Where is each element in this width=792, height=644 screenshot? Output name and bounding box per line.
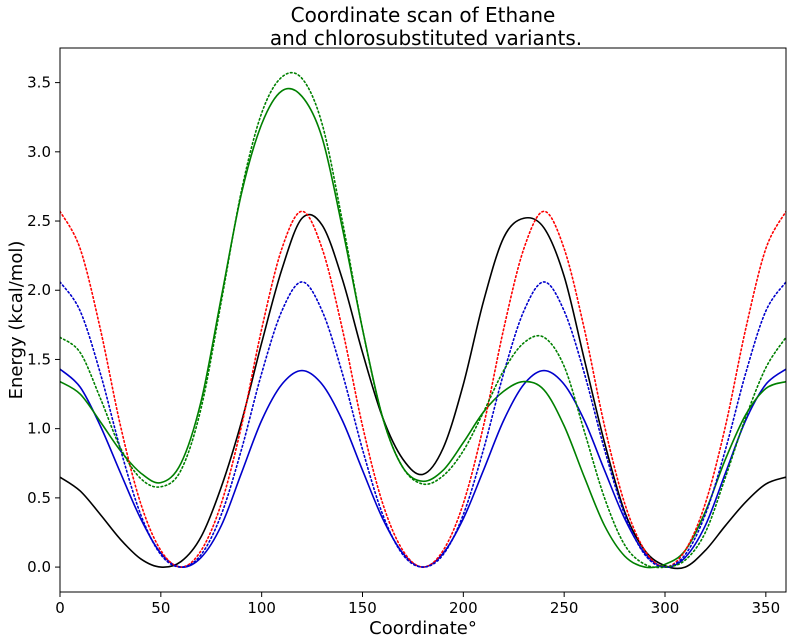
series-line-3 <box>60 87 786 569</box>
x-tick-label: 250 <box>550 599 579 617</box>
series-line-6 <box>60 71 786 569</box>
x-tick-label: 150 <box>348 599 377 617</box>
y-tick-label: 2.5 <box>27 212 51 230</box>
series-line-4 <box>60 210 786 568</box>
y-tick-label: 0.5 <box>27 489 51 507</box>
x-tick-label: 0 <box>55 599 65 617</box>
y-tick-label: 2.0 <box>27 281 51 299</box>
plot-frame <box>59 47 787 593</box>
x-tick-label: 50 <box>151 599 170 617</box>
y-tick-label: 1.0 <box>27 420 51 438</box>
x-tick-label: 100 <box>247 599 276 617</box>
y-axis-label: Energy (kcal/mol) <box>6 241 27 400</box>
x-axis-ticks: 0 50 100 150 200 250 300 350 <box>55 592 780 617</box>
x-tick-label: 200 <box>449 599 478 617</box>
series-line-5 <box>60 281 786 568</box>
x-tick-label: 350 <box>752 599 781 617</box>
y-tick-label: 3.5 <box>27 74 51 92</box>
series-line-2 <box>60 368 786 568</box>
y-tick-label: 3.0 <box>27 143 51 161</box>
y-tick-label: 1.5 <box>27 350 51 368</box>
chart-title-line-1: Coordinate scan of Ethane <box>291 3 556 27</box>
chart-title-line-2: and chlorosubstituted variants. <box>270 26 582 50</box>
series-line-1 <box>60 213 786 570</box>
y-axis-ticks: 0.0 0.5 1.0 1.5 2.0 2.5 3.0 3.5 <box>27 74 60 576</box>
series-layer <box>60 71 786 570</box>
x-tick-label: 300 <box>651 599 680 617</box>
y-tick-label: 0.0 <box>27 558 51 576</box>
x-axis-label: Coordinate° <box>369 618 477 639</box>
